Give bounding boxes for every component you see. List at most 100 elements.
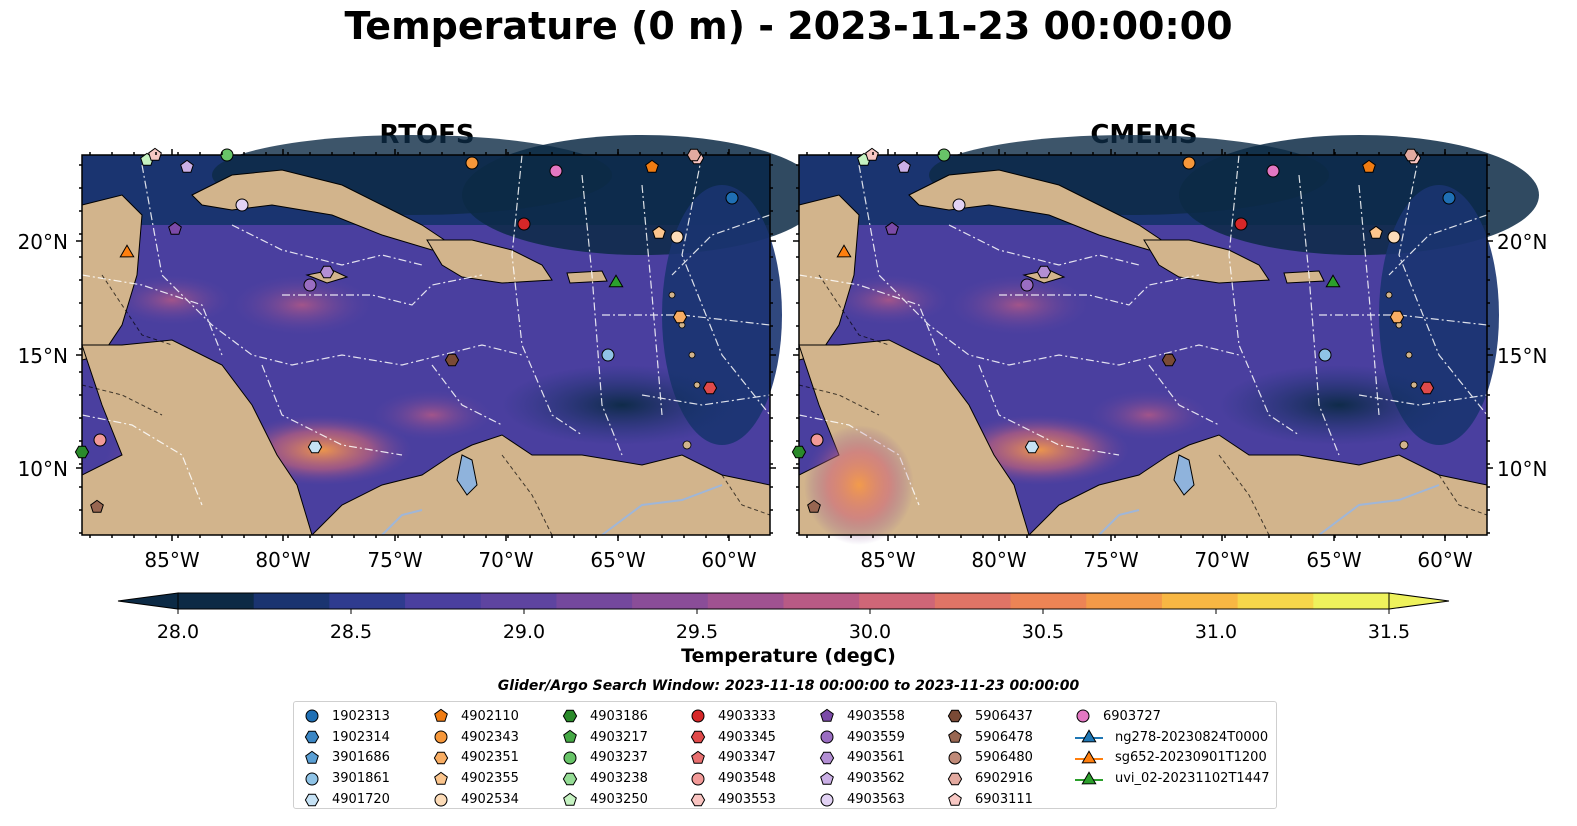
argo-float-marker [1024,440,1040,454]
argo-float-marker [702,381,718,395]
legend-marker-icon [947,772,963,785]
legend-item: 4901720 [304,789,390,810]
argo-float-marker [686,148,702,162]
lon-tick-label: 85°W [860,548,915,572]
lon-tick-label: 85°W [144,548,199,572]
legend-item: 4902343 [433,727,519,748]
legend-item: 4903238 [562,768,648,789]
argo-float-marker [885,221,899,235]
lon-tick-label: 65°W [1306,548,1361,572]
lat-tick-label: 10°N [1497,457,1547,481]
colorbar-swatch [783,593,860,609]
legend-marker-icon [820,771,834,785]
map-panel-cmems [791,134,1540,545]
lon-tick-label: 80°W [255,548,310,572]
argo-float-marker [93,433,107,447]
argo-float-marker [1036,265,1052,279]
legend-column: 4903186 4903217 4903237 4903238 4903250 [562,706,648,810]
colorbar-swatch [707,593,784,609]
legend-item: ng278-20230824T0000 [1075,727,1269,748]
legend-item-label: 4901720 [332,792,390,808]
lon-tick-label: 70°W [478,548,533,572]
argo-float-marker [235,198,249,212]
colorbar-swatch [1010,593,1087,609]
legend-item-label: 6902916 [975,771,1033,787]
legend-item: 4903558 [819,706,905,727]
legend-marker-icon [820,730,834,744]
argo-float-marker [517,217,531,231]
legend-marker-icon [948,792,962,806]
legend-item: 4903217 [562,727,648,748]
legend-item: 1902313 [304,706,390,727]
legend-column: 4902110 4902343 4902351 4902355 4902534 [433,706,519,810]
colorbar-tick-label: 29.5 [676,621,718,640]
argo-float-marker [1266,164,1280,178]
legend-item-label: 4902110 [461,708,519,724]
legend-item-label: 4902351 [461,750,519,766]
legend-item: 4902110 [433,706,519,727]
legend-marker-icon [563,729,577,743]
legend-item: 6902916 [947,768,1033,789]
legend-item: 4903563 [819,789,905,810]
colorbar-swatch [480,593,557,609]
legend-marker-icon [947,710,963,723]
argo-float-marker [1362,159,1376,173]
colorbar-label: Temperature (degC) [681,645,896,667]
argo-float-marker [952,198,966,212]
legend-item: 4903347 [690,748,776,769]
argo-float-marker [1442,191,1456,205]
argo-float-marker [865,147,879,161]
legend-item: 4902355 [433,768,519,789]
lat-tick-label: 20°N [18,230,68,254]
lon-tick-label: 60°W [1417,548,1472,572]
legend-item: 4903333 [690,706,776,727]
legend-item: 3901686 [304,748,390,769]
legend-marker-icon [434,709,448,723]
legend-item-label: 5906437 [975,708,1033,724]
argo-float-marker [319,265,335,279]
colorbar-swatch [1161,593,1239,609]
colorbar-swatch [556,593,633,609]
legend-marker-icon [305,709,319,723]
map-panel-rtofs [74,134,823,536]
colorbar-swatch [329,593,406,609]
legend-marker-icon [820,793,834,807]
legend-item-label: 4903563 [847,792,905,808]
argo-float-marker [1419,381,1435,395]
legend-marker-icon [434,730,448,744]
legend-item: 1902314 [304,727,390,748]
legend-item: 5906478 [947,727,1033,748]
legend-item: 4903562 [819,768,905,789]
argo-float-marker [652,225,666,239]
legend-marker-icon [562,772,578,785]
legend-item: 5906480 [947,748,1033,769]
legend-column: 6903727 ng278-20230824T0000 sg652-20230901… [1075,706,1269,789]
legend-item-label: 6903727 [1103,708,1161,724]
legend-item-label: 4902355 [461,771,519,787]
legend-item: 6903111 [947,789,1033,810]
colorbar-tick-label: 31.0 [1195,621,1237,640]
argo-float-marker [90,499,104,513]
legend-item-label: 4903559 [847,729,905,745]
colorbar-swatch [405,593,482,609]
argo-float-marker [1389,310,1405,324]
float-markers [791,147,1456,513]
legend-item-label: sg652-20230901T1200 [1115,750,1267,766]
argo-float-marker [148,147,162,161]
legend-column: 4903333 4903345 4903347 4903548 4903553 [690,706,776,810]
legend-item-label: 4903558 [847,708,905,724]
legend-item: 5906437 [947,706,1033,727]
colorbar-swatch [632,593,709,609]
colorbar-swatch [253,593,330,609]
legend-marker-icon [433,751,449,765]
map-figure: 20°N 15°N 10°N 20°N 15°N 10°N 85°W 80°W … [18,134,1547,640]
argo-float-marker [672,310,688,324]
lon-tick-label: 65°W [590,548,645,572]
glider-marker [608,274,624,288]
legend-item: 4903186 [562,706,648,727]
colorbar-swatch [934,593,1012,609]
legend-item-label: 1902314 [332,729,390,745]
lat-tick-label: 15°N [1497,344,1547,368]
legend-marker-icon [691,709,705,723]
legend-item-label: 4903562 [847,771,905,787]
